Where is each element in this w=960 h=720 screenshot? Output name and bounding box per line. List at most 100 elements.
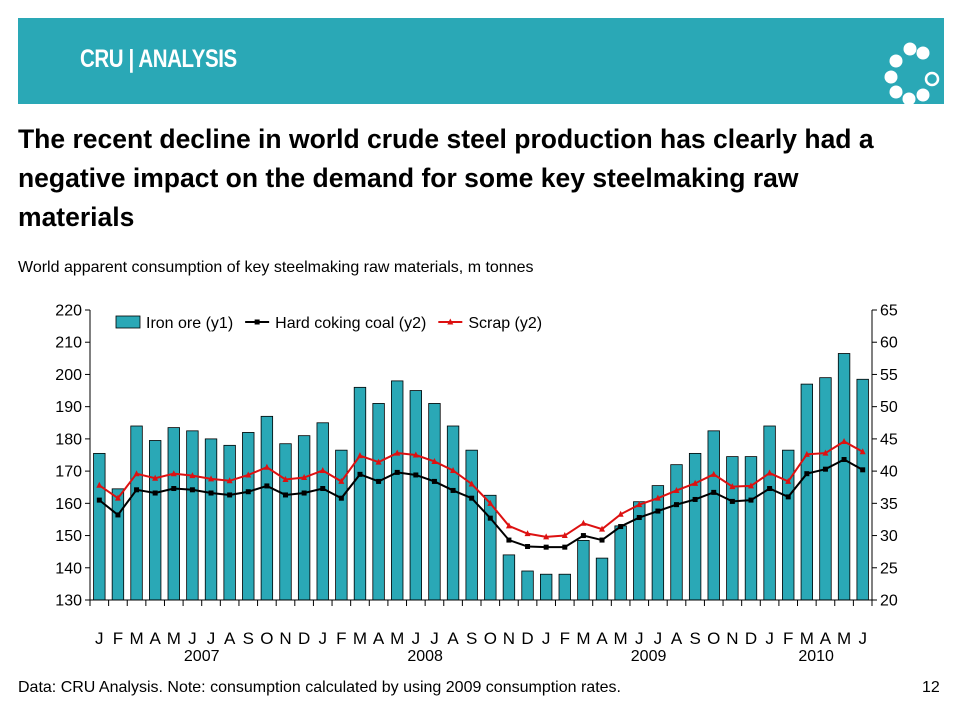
scrap-point — [96, 481, 103, 488]
month-label: M — [614, 629, 628, 648]
month-label: F — [113, 629, 123, 648]
coking-coal-point — [96, 497, 102, 503]
coking-coal-point — [189, 487, 195, 493]
month-label: J — [188, 629, 197, 648]
page-number: 12 — [922, 679, 940, 696]
coking-coal-point — [450, 487, 456, 493]
coking-coal-point — [580, 533, 586, 539]
iron-ore-bar — [204, 438, 218, 601]
iron-ore-bar — [130, 425, 143, 601]
coking-coal-point — [822, 466, 828, 472]
iron-ore-bar — [428, 403, 441, 601]
scrap-point — [580, 519, 587, 526]
scrap-point — [450, 466, 457, 473]
month-label: F — [560, 629, 570, 648]
y2-tick-label: 25 — [880, 560, 898, 577]
scrap-point — [394, 449, 401, 456]
month-label: J — [412, 629, 421, 648]
iron-ore-bar — [763, 425, 776, 601]
scrap-line — [98, 440, 864, 538]
month-label: S — [466, 629, 477, 648]
iron-ore-bar — [148, 440, 162, 601]
scrap-point — [301, 474, 308, 481]
iron-ore-bar — [465, 449, 478, 601]
scrap-point — [319, 466, 326, 473]
iron-ore-bar — [446, 425, 460, 601]
iron-ore-bar — [484, 494, 497, 601]
header-banner: CRU | ANALYSIS — [18, 18, 944, 106]
slide-title: The recent decline in world crude steel … — [18, 124, 874, 232]
axis-labels: 130 140 150 160 170 180 190 200 210 220 20 25 30 35 40… — [55, 303, 898, 666]
month-label: M — [576, 629, 590, 648]
scrap-point — [710, 470, 717, 477]
coking-coal-point — [860, 467, 866, 473]
coking-coal-point — [543, 544, 549, 550]
scrap-point — [747, 482, 754, 489]
y1-tick-label: 140 — [55, 560, 82, 577]
month-label: F — [783, 629, 793, 648]
month-label: M — [129, 629, 143, 648]
y2-tick-label: 60 — [880, 335, 898, 352]
scrap-point — [226, 477, 233, 484]
iron-ore-bar — [539, 573, 553, 601]
legend-label: Iron ore (y1) — [146, 315, 233, 332]
y2-tick-label: 45 — [880, 431, 898, 448]
iron-ore-bar — [819, 377, 832, 601]
scrap-point — [822, 449, 829, 456]
scrap-point — [617, 510, 624, 517]
scrap-point — [841, 437, 848, 444]
scrap-point — [282, 475, 289, 482]
month-label: A — [149, 629, 161, 648]
y2-tick-label: 65 — [880, 303, 898, 320]
month-label: S — [689, 629, 700, 648]
coking-coal-point — [338, 495, 344, 501]
iron-ore-bars — [93, 353, 869, 601]
coking-coal-point — [283, 492, 288, 498]
scrap-point — [692, 479, 699, 486]
scrap-point — [133, 470, 140, 477]
month-label: J — [207, 629, 216, 648]
coking-coal-point — [636, 515, 642, 521]
coking-coal-point — [115, 512, 121, 518]
iron-ore-bar — [242, 432, 255, 601]
month-label: M — [800, 629, 814, 648]
coking-coal-point — [748, 497, 754, 503]
iron-ore-bar — [856, 378, 869, 601]
coking-coal-point — [245, 489, 251, 495]
coking-coal-point — [171, 486, 177, 492]
scrap-point — [152, 474, 159, 481]
iron-ore-bar — [502, 554, 516, 601]
month-label: M — [837, 629, 851, 648]
scrap-point — [654, 494, 661, 501]
scrap-point — [803, 450, 810, 457]
month-label: M — [353, 629, 367, 648]
coking-coal-point — [785, 494, 791, 500]
month-label: J — [318, 629, 327, 648]
scrap-point — [729, 483, 736, 490]
month-label: J — [635, 629, 644, 648]
month-label: S — [243, 629, 254, 648]
y2-tick-label: 40 — [880, 464, 898, 481]
scrap-point — [338, 477, 345, 484]
scrap-point — [505, 522, 512, 529]
iron-ore-bar — [688, 452, 702, 601]
year-label: 2009 — [631, 648, 667, 665]
iron-ore-bar — [744, 456, 758, 601]
scrap-point — [859, 448, 866, 455]
month-label: A — [447, 629, 459, 648]
coking-coal-point — [376, 478, 382, 484]
iron-ore-bar — [409, 390, 423, 601]
scrap-point — [114, 494, 121, 501]
year-label: 2010 — [798, 648, 834, 665]
coking-coal-point — [562, 544, 568, 550]
month-label: J — [765, 629, 774, 648]
iron-ore-bar — [521, 570, 534, 601]
y1-tick-label: 150 — [55, 528, 82, 545]
coking-coal-point — [357, 471, 363, 477]
coking-coal-point — [431, 478, 437, 484]
y1-tick-label: 130 — [55, 593, 82, 610]
iron-ore-bar — [372, 403, 385, 601]
coking-coal-point — [804, 471, 810, 477]
coking-coal-point — [767, 486, 773, 492]
scrap-point — [431, 457, 438, 464]
